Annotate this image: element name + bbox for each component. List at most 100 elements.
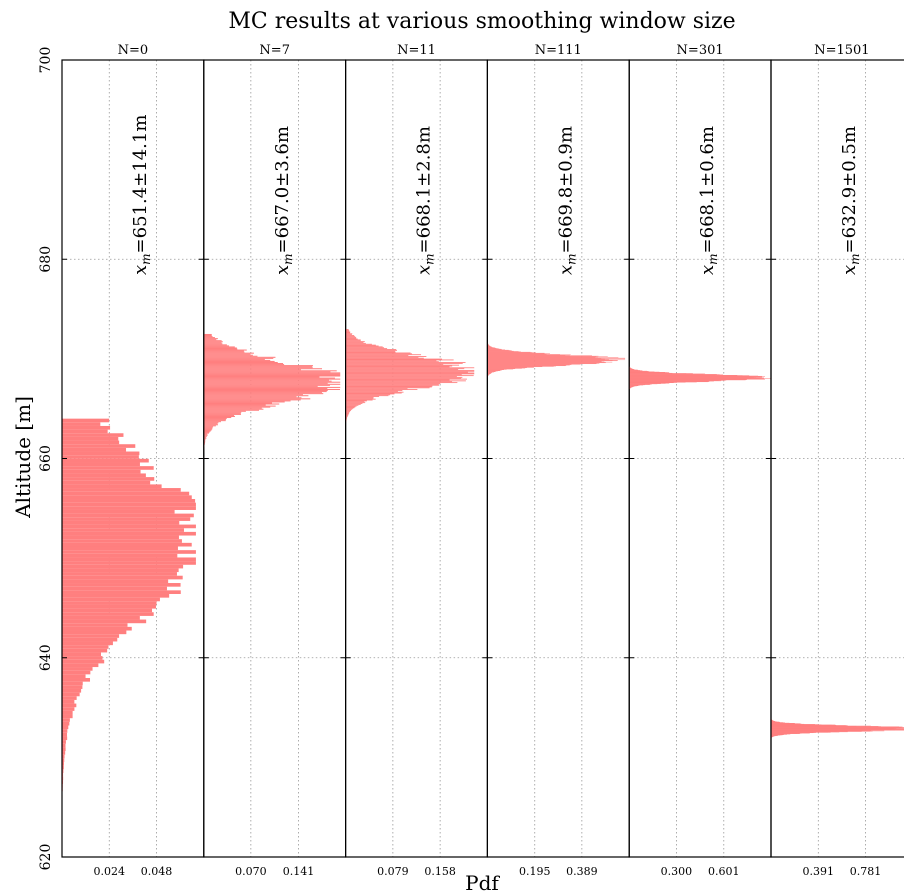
- histogram-bar: [345, 333, 353, 335]
- histogram-bar: [487, 344, 489, 346]
- histogram-bar: [203, 430, 211, 432]
- histogram-bar: [62, 593, 170, 598]
- histogram-bar: [62, 681, 83, 686]
- histogram-bar: [62, 652, 101, 657]
- histogram-bar: [203, 354, 253, 356]
- histogram-bar: [62, 539, 182, 543]
- histogram-bar: [203, 415, 235, 417]
- histogram-bar: [203, 419, 226, 421]
- histogram-bar: [487, 358, 602, 360]
- histogram-bar: [62, 699, 75, 704]
- histogram-bar: [203, 434, 208, 436]
- annotation-var: x: [697, 265, 718, 275]
- panel-title: N=301: [677, 43, 724, 58]
- histogram-bar: [345, 336, 357, 338]
- histogram-bar: [345, 328, 349, 330]
- histogram-bar: [487, 344, 490, 346]
- histogram-bar: [487, 369, 502, 371]
- histogram-bar: [487, 371, 496, 372]
- histogram-bar: [487, 362, 606, 364]
- histogram-bar: [487, 367, 526, 369]
- histogram-bar: [487, 361, 613, 363]
- histogram-bar: [203, 360, 275, 362]
- histogram-bar: [345, 403, 363, 404]
- histogram-bar: [203, 364, 285, 366]
- histogram-bar: [487, 372, 493, 373]
- histogram-bar: [203, 374, 341, 376]
- histogram-bar: [345, 414, 349, 416]
- histogram-bar: [345, 391, 404, 393]
- histogram-bar: [203, 414, 235, 416]
- histogram-bar: [203, 356, 276, 358]
- histogram-bar: [345, 343, 372, 345]
- histogram-bar: [62, 499, 196, 503]
- histogram-bar: [203, 428, 213, 430]
- histogram-bar: [487, 370, 500, 371]
- chart-title: MC results at various smoothing window s…: [228, 9, 735, 34]
- histogram-bar: [62, 703, 77, 708]
- histogram-bar: [487, 373, 491, 374]
- histogram-bar: [203, 427, 213, 429]
- histogram-bar: [62, 586, 167, 591]
- histogram-bar: [203, 404, 266, 406]
- panel-n-0: N=0 0.024 0.048 xm=651.4±14.1m: [61, 43, 205, 878]
- histogram-bar: [487, 347, 496, 349]
- histogram-bar: [62, 619, 147, 624]
- histogram-bar: [62, 546, 178, 551]
- histogram-bar: [62, 615, 140, 620]
- histogram-bars: [629, 360, 771, 390]
- histogram-bar: [203, 433, 208, 435]
- histogram-bar: [203, 391, 327, 393]
- histogram-bar: [487, 354, 571, 356]
- histogram-bar: [345, 380, 466, 382]
- histogram-bar: [487, 348, 500, 350]
- histogram-bar: [345, 390, 398, 392]
- histogram-bar: [203, 382, 328, 384]
- x-tick-label: 0.601: [708, 865, 740, 878]
- histogram-bar: [487, 355, 599, 357]
- histogram-bar: [345, 382, 458, 384]
- panel-n-11: N=11 0.079 0.158 xm=668.1±2.8m: [345, 43, 489, 878]
- histogram-bar: [487, 363, 572, 365]
- histogram-bar: [62, 440, 120, 445]
- histogram-bar: [345, 379, 450, 381]
- histogram-bar: [345, 405, 357, 407]
- histogram-bar: [487, 356, 598, 358]
- histogram-bar: [345, 340, 361, 342]
- histogram-bar: [62, 542, 192, 547]
- histogram-bar: [487, 361, 602, 362]
- histogram-bar: [345, 387, 430, 389]
- histogram-bar: [203, 375, 341, 377]
- histogram-bar: [345, 393, 395, 395]
- histogram-bar: [203, 368, 323, 370]
- histogram-bar: [203, 410, 246, 412]
- annotation-value: =632.9±0.5m: [839, 126, 860, 253]
- histogram-bar: [345, 404, 359, 406]
- histogram-bar: [345, 363, 444, 365]
- x-tick-label: 0.141: [283, 865, 315, 878]
- histogram-bar: [62, 601, 157, 605]
- histogram-bar: [345, 417, 348, 418]
- histogram-bar: [345, 402, 366, 404]
- histogram-bar: [203, 355, 258, 357]
- histogram-bar: [203, 390, 328, 392]
- histogram-bar: [345, 335, 355, 336]
- panel-annotation: xm=651.4±14.1m: [130, 115, 153, 275]
- histogram-bar: [62, 670, 91, 675]
- histogram-bar: [203, 384, 330, 386]
- histogram-bar: [62, 502, 196, 507]
- histogram-bar: [345, 364, 460, 366]
- histogram-bar: [487, 366, 535, 368]
- histogram-bar: [62, 444, 136, 448]
- histogram-bar: [203, 436, 207, 438]
- histogram-bar: [203, 361, 278, 364]
- histogram-bar: [487, 346, 492, 348]
- histogram-bar: [487, 352, 536, 353]
- histogram-bar: [487, 372, 492, 374]
- histogram-bar: [62, 458, 149, 463]
- histogram-bar: [487, 363, 597, 365]
- histogram-bar: [487, 354, 561, 355]
- histogram-bar: [62, 418, 110, 423]
- histogram-bar: [487, 355, 570, 357]
